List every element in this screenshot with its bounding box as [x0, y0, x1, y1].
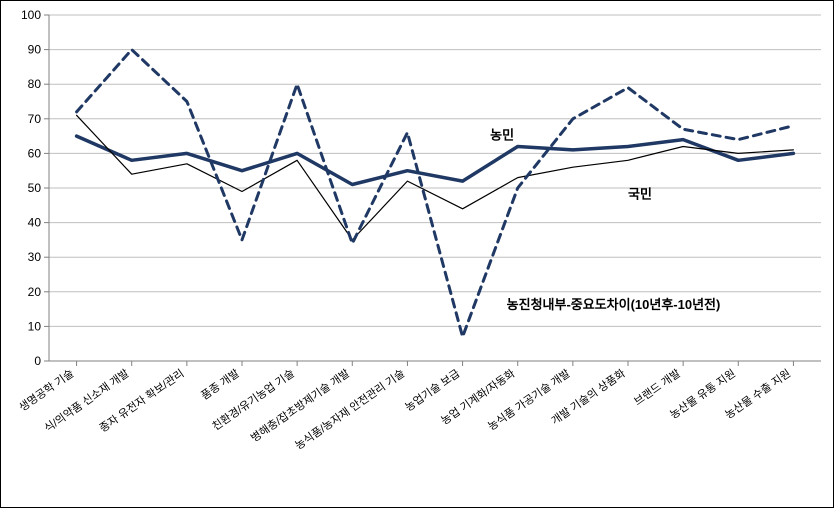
y-tick-label: 50 — [28, 181, 42, 195]
chart-container: 0102030405060708090100생명공학 기술식/의약품 신소재 개… — [0, 0, 834, 508]
x-tick-label: 브랜드 개발 — [631, 367, 682, 408]
y-tick-label: 20 — [28, 285, 42, 299]
y-tick-label: 0 — [34, 354, 41, 368]
y-tick-label: 80 — [28, 77, 42, 91]
y-tick-label: 70 — [28, 112, 42, 126]
y-tick-label: 40 — [28, 216, 42, 230]
x-tick-label: 농식품/농자재 안전관리 기술 — [293, 367, 407, 453]
y-tick-label: 90 — [28, 43, 42, 57]
line-chart: 0102030405060708090100생명공학 기술식/의약품 신소재 개… — [1, 1, 834, 509]
y-tick-label: 30 — [28, 250, 42, 264]
x-tick-label: 품종 개발 — [199, 367, 242, 403]
series-label: 농진청내부-중요도차이(10년후-10년전) — [507, 297, 721, 312]
y-tick-label: 100 — [21, 8, 41, 22]
series-label: 농민 — [490, 128, 514, 143]
y-tick-label: 60 — [28, 146, 42, 160]
y-tick-label: 10 — [28, 319, 42, 333]
x-tick-label: 병해충/잡초방제기술 개발 — [248, 366, 352, 445]
series-label: 국민 — [628, 186, 652, 201]
series-line — [77, 136, 794, 184]
series-line — [77, 50, 794, 337]
